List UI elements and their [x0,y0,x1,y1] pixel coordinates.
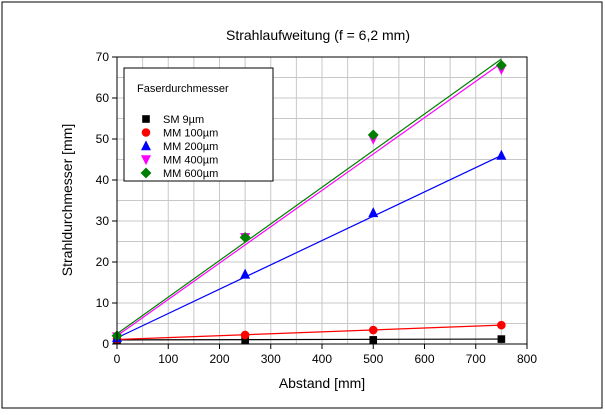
data-point-series-3 [496,149,507,160]
x-tick-label: 800 [517,352,537,366]
data-point-series-5 [239,231,251,243]
data-point-series-5 [495,59,507,71]
x-tick-label: 0 [114,352,121,366]
chart-title: Strahlaufweitung (f = 6,2 mm) [226,27,410,43]
legend-title: Faserdurchmesser [137,83,229,95]
x-tick-label: 100 [158,352,178,366]
legend-label-series-3: MM 200µm [163,141,218,153]
y-tick-label: 60 [96,91,110,105]
data-point-series-2 [368,325,378,335]
legend-label-series-2: MM 100µm [163,128,218,140]
x-tick-label: 600 [414,352,434,366]
legend-marker-series-5 [140,167,152,179]
fit-line-series-3 [116,154,502,339]
legend-label-series-5: MM 600µm [163,168,218,180]
legend-label-series-1: SM 9µm [163,114,204,126]
x-tick-label: 300 [261,352,281,366]
data-point-series-2 [240,330,250,340]
x-axis-ticks: 0 100 200 300 400 500 600 700 800 [114,344,537,366]
data-point-series-1 [369,336,378,344]
legend-marker-series-4 [141,155,151,166]
legend-label-series-4: MM 400µm [163,155,218,167]
y-axis-ticks: 0 10 20 30 40 50 60 70 [96,50,117,351]
x-tick-label: 200 [209,352,229,366]
y-tick-label: 40 [96,173,110,187]
data-point-series-5 [367,129,379,141]
y-tick-label: 20 [96,255,110,269]
y-tick-label: 70 [96,50,110,64]
fit-line-series-4 [116,62,502,337]
y-tick-label: 10 [96,296,110,310]
y-tick-label: 50 [96,132,110,146]
legend-box [123,67,274,182]
x-tick-label: 500 [363,352,383,366]
fit-lines [116,58,502,341]
y-axis-label: Strahldurchmesser [mm] [59,124,75,276]
x-tick-label: 400 [312,352,332,366]
fit-line-series-5 [116,58,502,335]
data-point-series-1 [497,335,506,343]
legend-marker-series-1 [142,115,150,123]
data-point-series-2 [497,320,506,330]
data-point-series-3 [240,268,251,279]
y-tick-label: 0 [102,337,109,351]
legend-marker-series-2 [141,128,151,137]
x-tick-label: 700 [466,352,486,366]
legend-marker-series-3 [141,140,151,151]
y-tick-label: 30 [96,214,110,228]
x-axis-label: Abstand [mm] [279,375,365,391]
fit-line-series-2 [116,324,502,341]
data-point-series-3 [368,207,379,218]
fit-line-series-1 [116,338,502,341]
